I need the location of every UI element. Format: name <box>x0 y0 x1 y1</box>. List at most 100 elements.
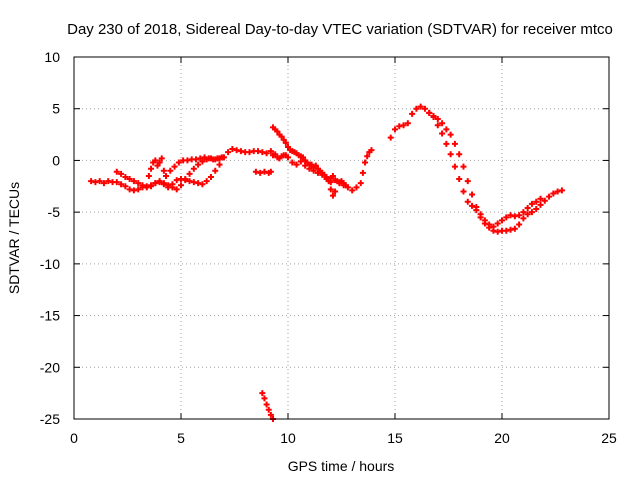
data-point <box>171 163 178 170</box>
data-point <box>473 207 480 214</box>
data-point <box>541 197 548 204</box>
x-tick-label: 10 <box>280 430 296 446</box>
data-point <box>267 168 274 175</box>
data-point <box>447 151 454 158</box>
data-point <box>259 390 266 397</box>
data-point <box>205 155 212 162</box>
data-point <box>135 180 142 187</box>
data-point <box>96 178 103 185</box>
data-point <box>278 133 285 140</box>
data-point <box>503 214 510 221</box>
data-point <box>447 131 454 138</box>
data-point <box>537 201 544 208</box>
data-point <box>481 217 488 224</box>
series-late_lower <box>426 109 544 230</box>
data-point <box>126 176 133 183</box>
data-point <box>207 173 214 180</box>
y-tick-label: -20 <box>40 359 60 375</box>
series-low_outlier <box>259 390 277 422</box>
data-point <box>550 190 557 197</box>
data-point <box>160 167 167 174</box>
data-point <box>323 176 330 183</box>
data-point <box>511 225 518 232</box>
data-point <box>362 159 369 166</box>
axis-ticks <box>73 56 610 420</box>
data-point <box>173 186 180 193</box>
data-point <box>173 177 180 184</box>
data-point <box>486 221 493 228</box>
data-point <box>314 169 321 176</box>
series-early_high <box>145 154 225 179</box>
data-point <box>203 178 210 185</box>
data-point <box>130 187 137 194</box>
data-point <box>524 211 531 218</box>
data-point <box>451 140 458 147</box>
x-tick-labels: 0 5 10 15 20 25 <box>70 430 617 446</box>
data-point <box>353 184 360 191</box>
data-point <box>285 154 291 161</box>
data-point <box>263 401 270 408</box>
data-point <box>364 153 371 160</box>
data-point <box>359 169 366 176</box>
data-point <box>154 162 161 169</box>
series-mid_lower <box>270 147 375 199</box>
data-point <box>400 122 407 129</box>
y-tick-label: -25 <box>40 411 60 427</box>
series-late_upper <box>387 103 565 235</box>
y-tick-label: -10 <box>40 256 60 272</box>
y-tick-label: -15 <box>40 308 60 324</box>
data-point <box>554 188 561 195</box>
data-point <box>122 173 129 180</box>
data-point <box>130 178 137 185</box>
data-point <box>460 188 467 195</box>
data-point <box>439 120 446 127</box>
data-point <box>329 192 336 199</box>
data-point <box>255 148 262 155</box>
data-point <box>430 113 437 120</box>
data-point <box>167 167 174 174</box>
data-point <box>156 178 163 185</box>
data-points <box>88 103 565 422</box>
data-point <box>520 215 527 222</box>
data-point <box>434 116 441 123</box>
x-tick-label: 0 <box>70 430 78 446</box>
data-point <box>195 180 202 187</box>
data-point <box>233 147 240 154</box>
data-point <box>265 406 272 413</box>
data-point <box>368 147 375 154</box>
chart-title: Day 230 of 2018, Sidereal Day-to-day VTE… <box>67 21 613 38</box>
data-point <box>261 168 268 175</box>
data-point <box>421 105 428 112</box>
data-point <box>195 161 202 168</box>
data-point <box>392 126 398 133</box>
data-point <box>533 206 540 213</box>
data-point <box>282 139 289 146</box>
data-point <box>212 167 219 174</box>
x-tick-label: 20 <box>494 430 510 446</box>
data-point <box>252 168 259 175</box>
data-point <box>528 209 535 216</box>
data-point <box>417 103 424 110</box>
data-point <box>443 126 450 133</box>
data-point <box>494 220 501 227</box>
y-tick-label: 5 <box>52 101 60 117</box>
data-point <box>511 213 518 220</box>
y-tick-label: 0 <box>52 152 60 168</box>
data-point <box>135 186 142 193</box>
data-point <box>118 181 125 188</box>
data-point <box>118 170 125 177</box>
data-point <box>464 198 471 205</box>
data-point <box>456 176 463 183</box>
data-point <box>404 120 411 127</box>
data-point <box>263 150 270 157</box>
data-point <box>439 130 446 137</box>
data-point <box>199 158 206 165</box>
grid <box>74 57 609 419</box>
data-point <box>201 154 208 161</box>
data-point <box>469 191 476 198</box>
data-point <box>299 154 306 161</box>
data-point <box>190 165 197 172</box>
data-point <box>537 195 544 202</box>
plot-area-border <box>73 56 610 420</box>
x-axis-label: GPS time / hours <box>288 458 395 474</box>
